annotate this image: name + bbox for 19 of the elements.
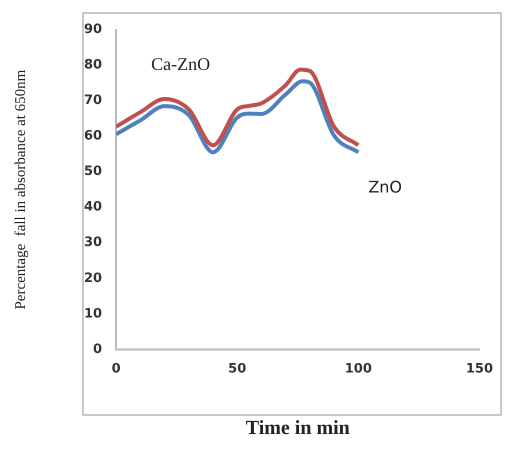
y-tick-label: 80 — [84, 58, 102, 73]
y-axis-title: Percentage fall in absorbance at 650nm — [12, 69, 29, 310]
x-tick-label: 50 — [228, 362, 246, 377]
y-tick-label: 0 — [93, 342, 102, 357]
y-tick-label: 20 — [84, 270, 102, 286]
y-tick-label: 90 — [84, 22, 102, 38]
y-tick-label: 10 — [84, 306, 102, 322]
series-label: ZnO — [368, 177, 402, 196]
x-tick-label: 100 — [344, 362, 372, 377]
y-tick-label: 40 — [84, 200, 102, 215]
series-label: Ca-ZnO — [151, 54, 210, 74]
x-axis-title: Time in min — [246, 417, 350, 440]
x-tick-label: 0 — [112, 362, 121, 377]
y-tick-label: 30 — [84, 235, 102, 250]
y-tick-label: 70 — [84, 93, 102, 108]
y-tick-label: 50 — [84, 164, 102, 180]
y-tick-label: 60 — [84, 128, 102, 144]
x-tick-label: 150 — [466, 362, 493, 377]
line-series — [116, 79, 360, 154]
